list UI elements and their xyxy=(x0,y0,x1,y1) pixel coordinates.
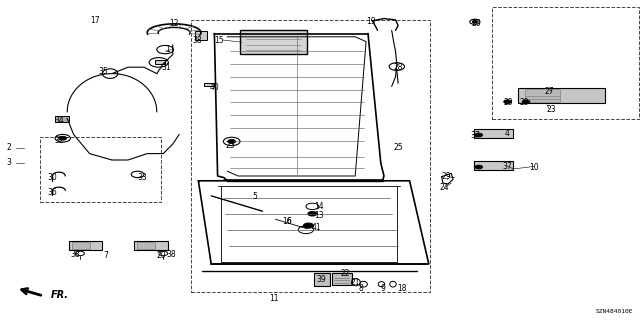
Bar xyxy=(332,273,352,285)
Text: 19: 19 xyxy=(366,17,376,26)
Text: 33: 33 xyxy=(137,173,147,182)
Text: 28: 28 xyxy=(394,63,403,72)
Text: FR.: FR. xyxy=(51,290,69,300)
Text: 26: 26 xyxy=(472,19,482,28)
Text: 21: 21 xyxy=(351,278,360,287)
Text: 38: 38 xyxy=(166,250,177,259)
Text: 36: 36 xyxy=(47,188,58,197)
Bar xyxy=(474,129,513,138)
Text: 25: 25 xyxy=(225,141,236,150)
Text: 8: 8 xyxy=(358,284,364,293)
Bar xyxy=(55,116,69,122)
Bar xyxy=(492,7,639,119)
Text: 29: 29 xyxy=(442,172,452,181)
Text: 12: 12 xyxy=(170,19,179,28)
Text: 1: 1 xyxy=(165,45,170,54)
Bar xyxy=(40,137,161,202)
Bar xyxy=(72,242,90,249)
Text: 40: 40 xyxy=(209,83,220,92)
Text: 20: 20 xyxy=(156,252,166,260)
Text: SZN484010E: SZN484010E xyxy=(596,309,634,314)
Bar xyxy=(134,241,168,250)
Bar xyxy=(69,241,102,250)
Bar xyxy=(518,88,605,103)
Text: 25: 25 xyxy=(393,143,403,152)
Bar xyxy=(474,161,513,170)
Bar xyxy=(204,83,214,86)
Circle shape xyxy=(472,20,477,23)
Circle shape xyxy=(475,165,483,169)
Text: 16: 16 xyxy=(282,217,292,226)
Text: 31: 31 xyxy=(161,63,172,72)
Text: 34: 34 xyxy=(54,116,64,125)
Bar xyxy=(195,31,207,40)
Text: 18: 18 xyxy=(397,284,406,293)
Text: 24: 24 xyxy=(440,183,450,192)
Text: 22: 22 xyxy=(341,269,350,278)
Bar xyxy=(155,60,165,64)
Text: 7: 7 xyxy=(103,252,108,260)
Text: 38: 38 xyxy=(70,250,81,259)
Circle shape xyxy=(475,133,483,137)
Text: 37: 37 xyxy=(502,162,512,171)
Text: 10: 10 xyxy=(529,163,540,172)
Circle shape xyxy=(228,140,236,143)
Bar xyxy=(137,242,155,249)
Text: 29: 29 xyxy=(520,98,530,107)
Bar xyxy=(314,273,330,286)
Circle shape xyxy=(522,100,530,104)
Circle shape xyxy=(504,100,511,104)
Text: 37: 37 xyxy=(470,131,480,140)
Circle shape xyxy=(59,136,67,140)
Text: 35: 35 xyxy=(99,67,109,76)
Text: 15: 15 xyxy=(214,36,224,44)
Text: 11: 11 xyxy=(269,294,278,303)
Text: 32: 32 xyxy=(54,136,64,145)
Bar xyxy=(525,89,560,102)
Circle shape xyxy=(303,223,314,228)
Text: 2: 2 xyxy=(6,143,12,152)
Text: 6: 6 xyxy=(287,217,292,226)
Text: 29: 29 xyxy=(504,98,514,107)
Text: 17: 17 xyxy=(90,16,100,25)
Text: 38: 38 xyxy=(192,36,202,45)
Bar xyxy=(240,30,307,54)
Text: 13: 13 xyxy=(314,211,324,220)
Bar xyxy=(191,20,430,292)
Text: 23: 23 xyxy=(547,105,557,114)
Text: 9: 9 xyxy=(380,284,385,293)
Circle shape xyxy=(308,212,317,216)
Text: 3: 3 xyxy=(6,158,12,167)
Text: 39: 39 xyxy=(316,275,326,284)
Text: 30: 30 xyxy=(47,173,58,182)
Text: 41: 41 xyxy=(312,223,322,232)
Text: 27: 27 xyxy=(544,87,554,96)
Text: 5: 5 xyxy=(252,192,257,201)
Text: 4: 4 xyxy=(504,129,509,138)
Text: 14: 14 xyxy=(314,202,324,211)
